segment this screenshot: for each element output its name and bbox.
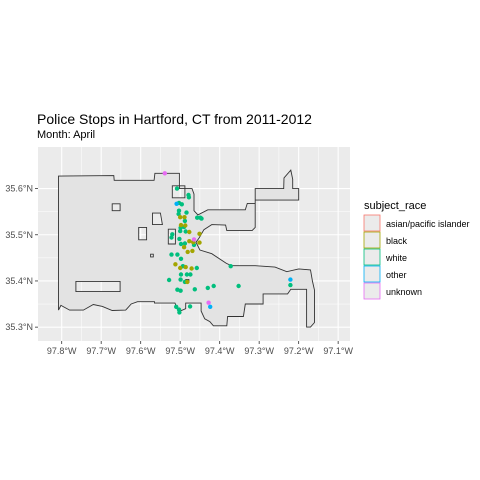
point-white-27 [178,272,184,277]
legend-key-3 [363,265,381,283]
point-white-19 [178,241,184,247]
point-white-28 [184,272,190,277]
legend-title: subject_race [364,200,426,212]
y-tick-label-3: 35.6°N [5,184,33,194]
point-black-11 [190,248,195,254]
point-white-40 [174,304,179,309]
legend-label-1: black [386,236,408,246]
point-unknown-2 [206,300,211,305]
point-white-5 [176,208,182,213]
legend: subject_race asian/pacific islander black w… [363,200,470,300]
point-white-11 [182,218,188,224]
chart-title: Police Stops in Hartford, CT from 2011-2… [37,111,312,127]
point-white-34 [178,288,183,293]
x-tick-label-4: 97.4°W [205,346,235,356]
x-tick-label-1: 97.7°W [86,346,116,356]
legend-key-1 [363,231,381,249]
y-tick-label-1: 35.4°N [5,276,33,286]
point-black-12 [173,262,178,267]
point-black-8 [197,240,202,245]
point-black-0 [178,215,183,220]
legend-label-3: other [386,270,407,280]
point-black-14 [183,264,188,270]
point-white-15 [183,229,188,234]
data-points [162,171,293,315]
point-white-24 [178,256,184,261]
point-white-0 [174,186,180,191]
city-boundary-outline [58,169,315,328]
point-white-22 [169,252,174,257]
point-white-17 [169,235,174,240]
point-black-13 [178,265,183,271]
point-white-36 [205,285,210,291]
chart-subtitle: Month: April [37,129,96,141]
point-white-38 [236,283,241,289]
point-black-6 [187,239,192,244]
point-black-15 [189,266,194,271]
point-other-2 [208,304,213,309]
point-black-9 [181,245,187,250]
x-tick-label-3: 97.5°W [165,346,195,356]
point-white-37 [211,283,216,289]
legend-label-2: white [385,253,407,263]
point-white-10 [199,216,204,221]
point-white-2 [186,195,192,200]
point-black-16 [185,279,190,285]
x-tick-label-5: 97.3°W [244,346,274,356]
point-other-1 [288,277,293,282]
point-white-23 [175,252,180,257]
legend-label-4: unknown [386,287,422,297]
point-white-7 [184,210,189,215]
point-white-30 [178,277,183,282]
x-tick-label-7: 97.1°W [323,346,353,356]
legend-key-2 [363,248,381,266]
point-other-0 [174,201,179,206]
x-tick-label-2: 97.6°W [126,346,156,356]
x-tick-label-0: 97.8°W [47,346,77,356]
point-white-18 [177,236,182,242]
point-white-43 [187,304,193,309]
point-black-2 [178,222,184,228]
legend-label-0: asian/pacific islander [386,219,470,229]
y-tick-label-2: 35.5°N [5,230,33,240]
point-black-10 [185,249,190,255]
point-white-35 [192,287,197,292]
legend-key-0 [363,214,381,232]
x-tick-label-6: 97.2°W [284,346,314,356]
point-white-32 [166,277,172,283]
point-white-39 [288,282,293,288]
city-boundary [58,169,315,328]
point-unknown-0 [162,171,167,176]
y-tick-label-0: 35.3°N [5,322,33,332]
point-white-44 [228,264,233,269]
point-white-29 [188,272,193,277]
point-white-20 [182,241,188,246]
point-white-14 [178,228,183,234]
point-unknown-1 [191,237,197,242]
y-axis: 35.3°N 35.4°N 35.5°N 35.6°N [5,184,38,332]
point-black-1 [182,215,187,220]
point-white-8 [195,215,200,220]
point-black-3 [183,223,188,228]
legend-key-4 [363,282,381,300]
point-white-26 [194,265,199,271]
point-black-5 [197,231,202,236]
point-black-4 [187,229,192,235]
point-white-42 [177,310,182,315]
point-white-4 [179,202,184,207]
x-axis: 97.8°W 97.7°W 97.6°W 97.5°W 97.4°W 97.3°W 97.2… [47,341,353,356]
